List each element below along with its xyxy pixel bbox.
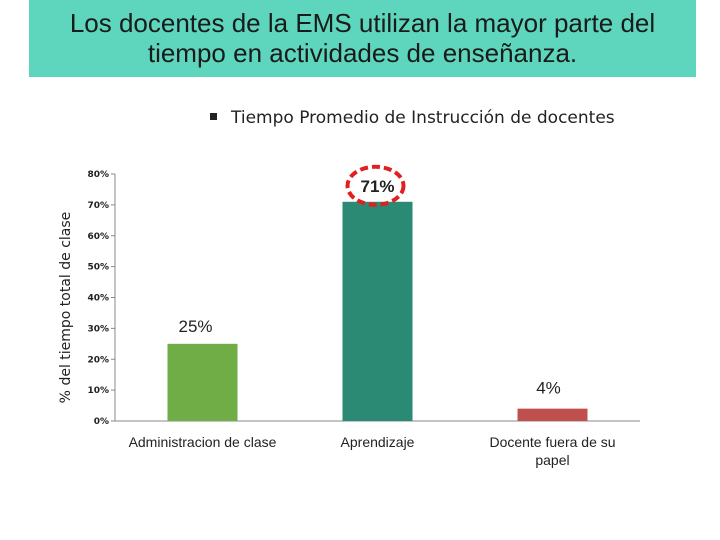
y-tick-label: 0%	[94, 417, 109, 427]
title-line-2: tiempo en actividades de enseñanza.	[147, 38, 578, 68]
y-tick-label: 20%	[87, 355, 109, 365]
chart-subtitle: Tiempo Promedio de Instrucción de docent…	[210, 108, 690, 128]
x-category-label: Docente fuera de su	[489, 434, 615, 450]
y-tick-label: 10%	[87, 386, 109, 396]
x-category-label: Aprendizaje	[341, 434, 415, 450]
chart-subtitle-text: Tiempo Promedio de Instrucción de docent…	[231, 108, 615, 128]
highlight-circle	[345, 164, 406, 207]
x-category-label: papel	[535, 452, 569, 468]
data-label: 4%	[536, 379, 561, 398]
y-tick-label: 70%	[87, 201, 109, 211]
y-tick-label: 30%	[87, 324, 109, 334]
y-tick-label: 40%	[87, 294, 109, 304]
data-label: 71%	[360, 177, 394, 196]
data-label: 25%	[178, 317, 212, 336]
bar	[167, 343, 238, 421]
bar	[342, 201, 413, 421]
title-line-1: Los docentes de la EMS utilizan la mayor…	[69, 8, 656, 38]
y-tick-label: 80%	[87, 170, 109, 180]
y-tick-label: 60%	[87, 232, 109, 242]
y-axis-label: % del tiempo total de clase	[58, 212, 74, 404]
title-banner: Los docentes de la EMS utilizan la mayor…	[29, 0, 696, 77]
bullet-icon	[210, 112, 217, 120]
y-tick-label: 50%	[87, 263, 109, 273]
x-category-label: Administracion de clase	[129, 434, 277, 450]
bar	[517, 408, 588, 421]
